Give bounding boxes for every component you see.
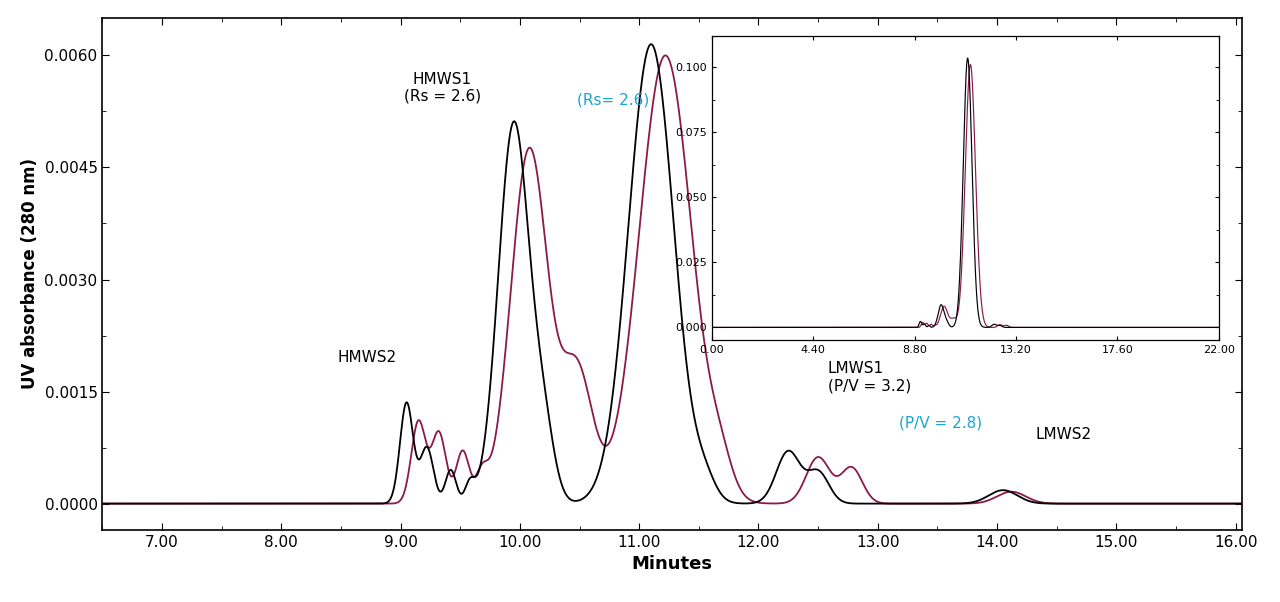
Text: HMWS1
(Rs = 2.6): HMWS1 (Rs = 2.6) xyxy=(403,72,481,104)
Text: (Rs= 2.6): (Rs= 2.6) xyxy=(577,93,649,108)
X-axis label: Minutes: Minutes xyxy=(631,555,713,573)
Text: LMWS1
(P/V = 3.2): LMWS1 (P/V = 3.2) xyxy=(828,361,911,393)
Text: LMWS2: LMWS2 xyxy=(1036,427,1092,442)
Y-axis label: UV absorbance (280 nm): UV absorbance (280 nm) xyxy=(20,158,38,389)
Text: HMWS2: HMWS2 xyxy=(338,350,397,365)
Text: (P/V = 2.8): (P/V = 2.8) xyxy=(900,415,982,430)
